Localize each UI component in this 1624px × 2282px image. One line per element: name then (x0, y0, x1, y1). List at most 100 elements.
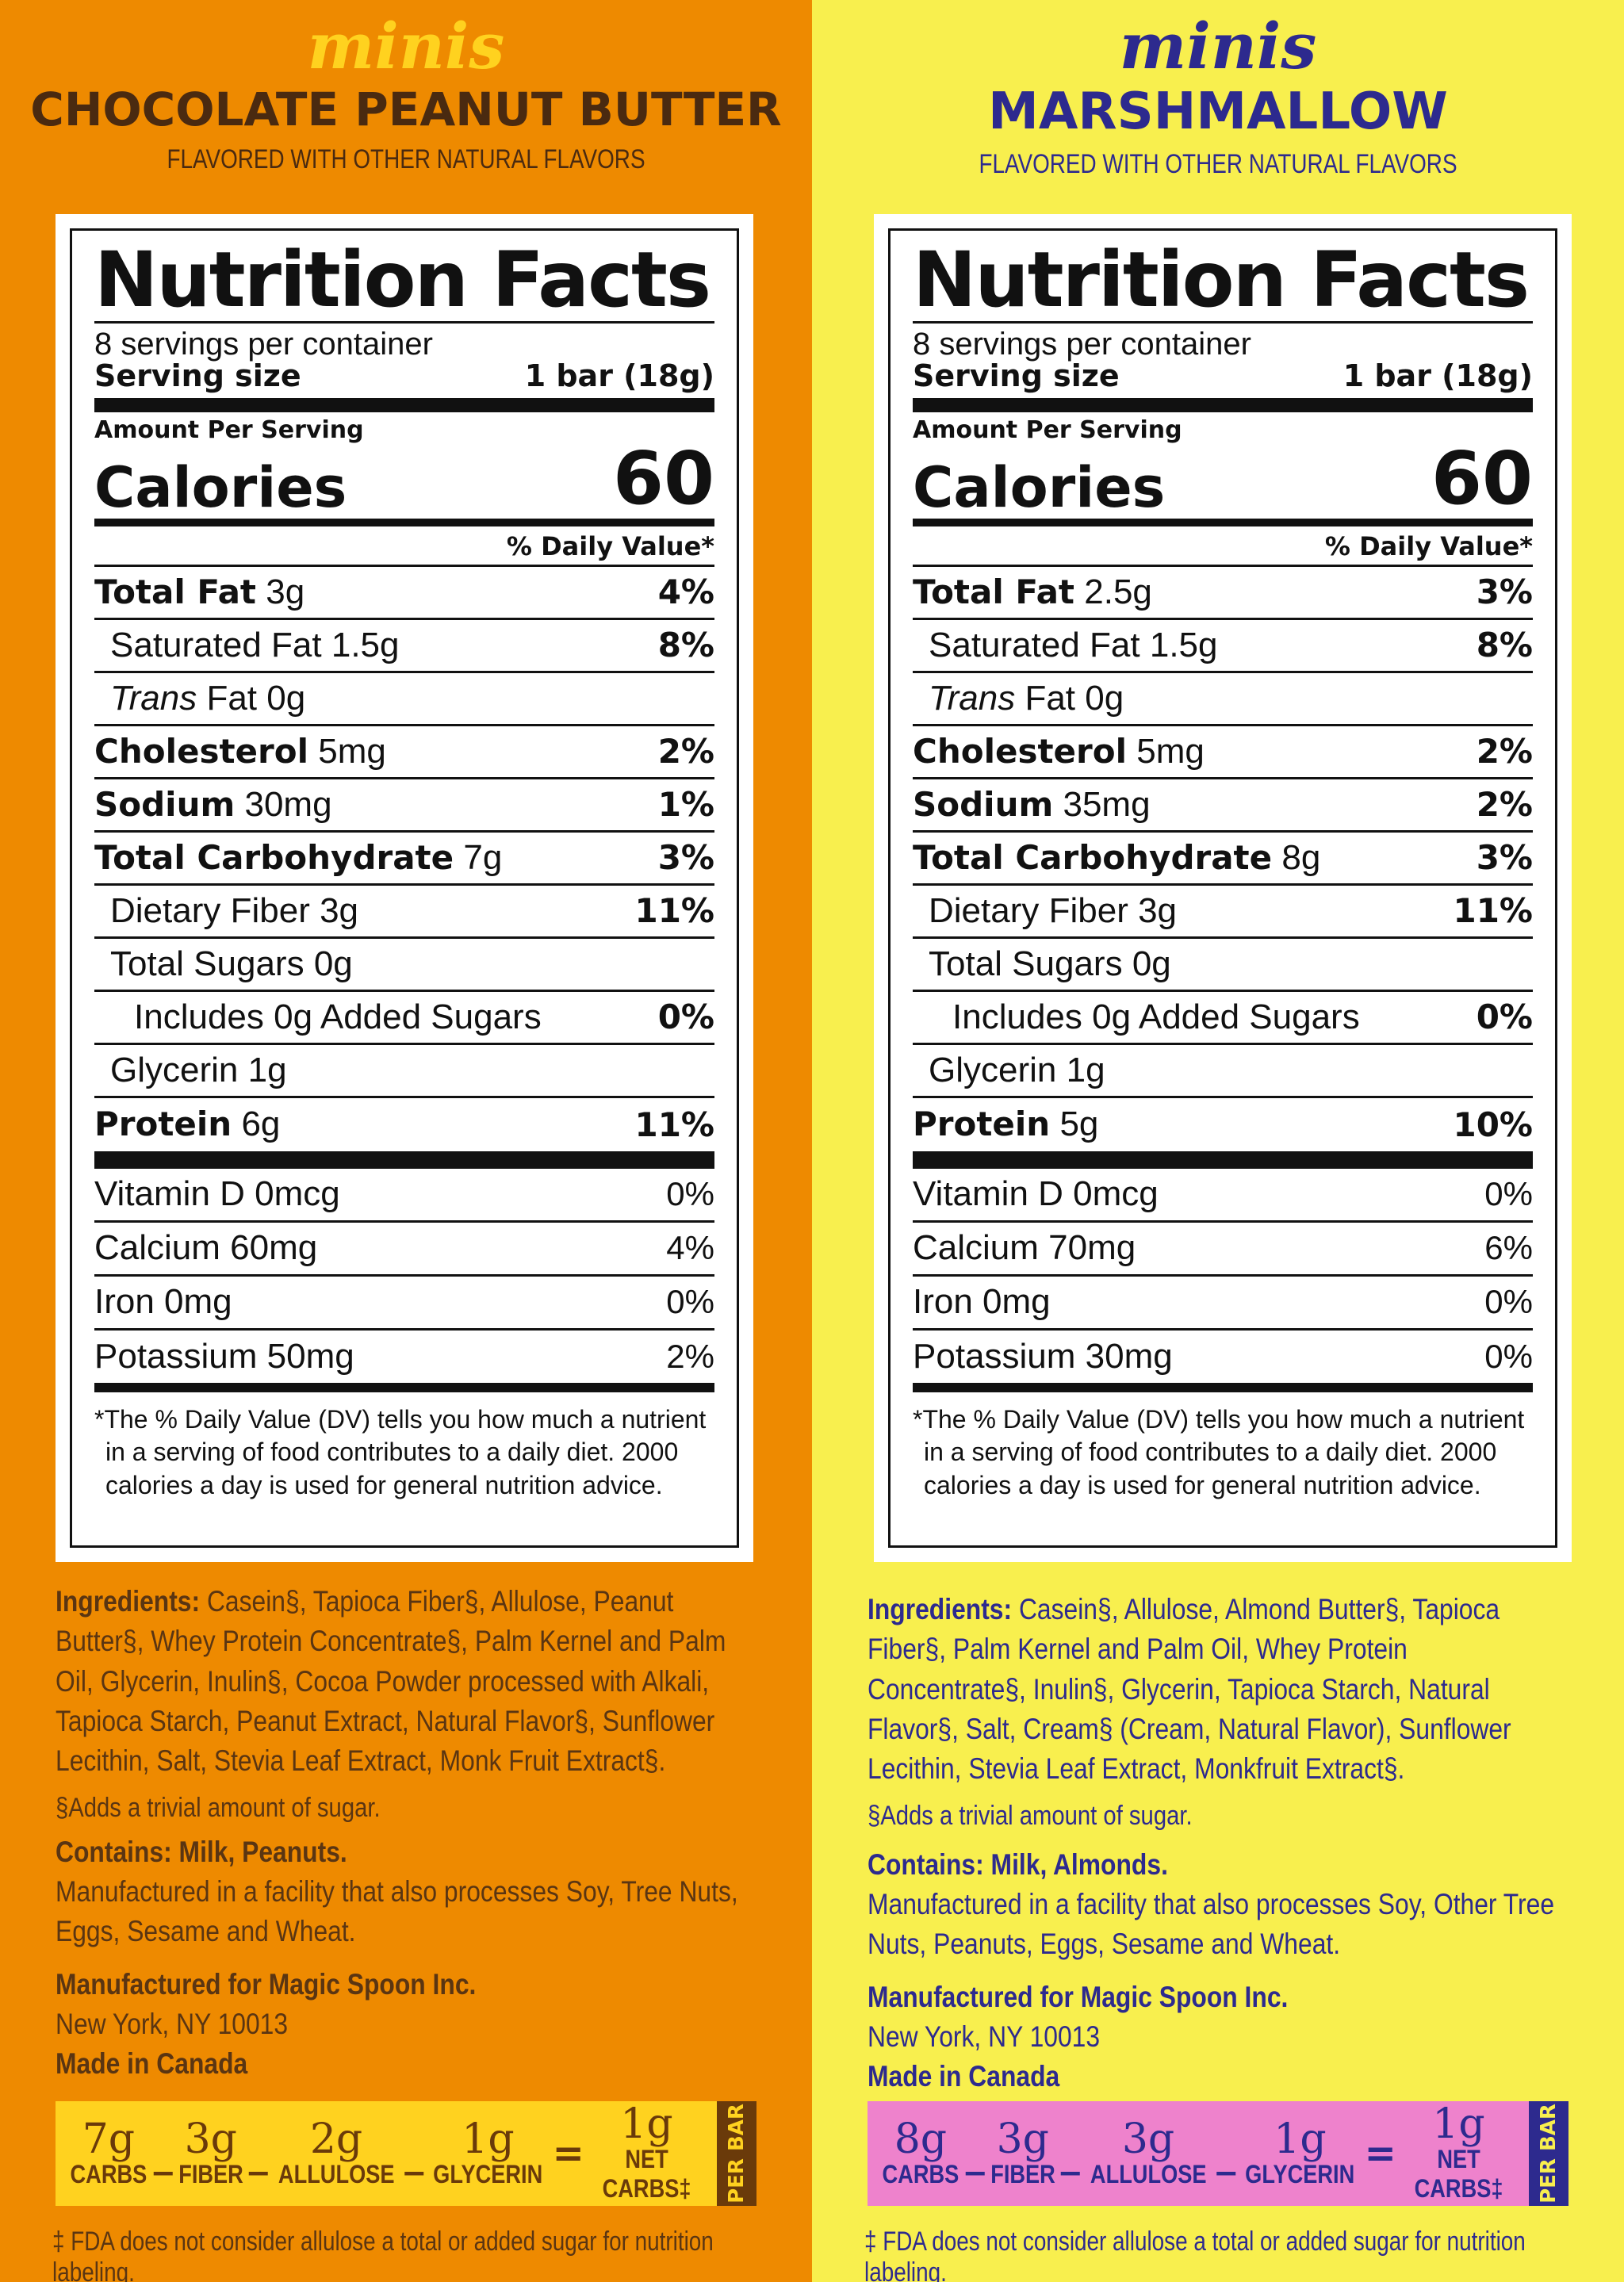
nutrient-row-total-carbohydrate: Total Carbohydrate 7g 3% (94, 833, 714, 886)
nutrient-name: Total Carbohydrate (913, 837, 1273, 877)
nutrient-name: Glycerin (929, 1050, 1057, 1089)
minus-sign: _ (965, 2131, 985, 2176)
calories-label: Calories (94, 454, 347, 520)
nutrient-pct: 0% (657, 997, 714, 1037)
vitamin-row: Potassium 30mg 0% (913, 1331, 1533, 1392)
vitamin-pct: 0% (1484, 1337, 1533, 1375)
carb-label: CARBS (70, 2159, 147, 2188)
carb-value: 7g (82, 2115, 136, 2163)
nutrient-amount: 35mg (1063, 784, 1151, 824)
carb-value: 3g (996, 2115, 1049, 2163)
footnote-line: calories a day is used for general nutri… (105, 1470, 663, 1499)
carb-value: 8g (894, 2115, 948, 2163)
carb-value: 1g (620, 2100, 673, 2148)
nutrient-row-added-sugars: Includes 0g Added Sugars 0% (913, 992, 1533, 1045)
divider-thick (94, 397, 714, 412)
nutrient-row-glycerin: Glycerin 1g (94, 1045, 714, 1098)
nutrient-row-added-sugars: Includes 0g Added Sugars 0% (94, 992, 714, 1045)
vitamin-row: Calcium 60mg 4% (94, 1223, 714, 1277)
nutrient-pct: 8% (1476, 626, 1533, 665)
servings-per-container: 8 servings per container (913, 327, 1251, 362)
made-in: Made in Canada (868, 2060, 1060, 2093)
nutrient-amount: 5mg (318, 731, 386, 771)
ingredients-label: Ingredients: (868, 1593, 1013, 1625)
nutrient-row-cholesterol: Cholesterol 5mg 2% (913, 726, 1533, 779)
nutrient-row-saturated-fat: Saturated Fat 1.5g 8% (913, 620, 1533, 673)
nutrient-amount: 7g (463, 837, 503, 877)
nutrient-name: Dietary Fiber (110, 890, 310, 930)
vitamin-pct: 0% (1484, 1175, 1533, 1213)
footnote-line: calories a day is used for general nutri… (924, 1470, 1481, 1499)
nutrient-row-total-carbohydrate: Total Carbohydrate 8g 3% (913, 833, 1533, 886)
trivial-sugar-note: §Adds a trivial amount of sugar. (56, 1792, 381, 1823)
vitamin-name: Vitamin D 0mcg (913, 1174, 1159, 1214)
panel-chocolate-peanut-butter: minis CHOCOLATE PEANUT BUTTER FLAVORED W… (0, 0, 812, 2282)
facility-statement: Manufactured in a facility that also pro… (868, 1888, 1555, 1961)
nutrient-name: Total Fat (94, 572, 257, 611)
nutrient-name: Dietary Fiber (929, 890, 1128, 930)
carb-item: 3g FIBER (985, 2119, 1061, 2189)
nutrient-row-total-sugars: Total Sugars 0g (913, 939, 1533, 992)
facility-statement: Manufactured in a facility that also pro… (56, 1875, 738, 1948)
vitamin-name: Potassium 50mg (94, 1336, 354, 1376)
nutrient-row-dietary-fiber: Dietary Fiber 3g 11% (94, 886, 714, 939)
flavored-subtitle: FLAVORED WITH OTHER NATURAL FLAVORS (167, 144, 645, 174)
vitamin-name: Potassium 30mg (913, 1336, 1173, 1376)
calories-value: 60 (612, 435, 714, 521)
manufactured-for: Manufactured for Magic Spoon Inc. (56, 1967, 477, 2001)
nutrient-row-sodium: Sodium 35mg 2% (913, 779, 1533, 833)
nutrient-amount: 1g (247, 1050, 287, 1089)
fda-footnote: ‡ FDA does not consider allulose a total… (864, 2226, 1526, 2282)
nutrient-row-trans-fat: Trans Fat 0g (913, 673, 1533, 726)
nutrient-pct: 11% (634, 891, 714, 931)
per-bar-label: PER BAR (1537, 2104, 1561, 2204)
nutrient-pct: 3% (1476, 572, 1533, 612)
minis-logo: minis (1119, 9, 1317, 83)
carb-value: 3g (184, 2115, 237, 2163)
serving-size-label: Serving size (94, 358, 301, 393)
ingredients-block: Ingredients: Casein§, Allulose, Almond B… (868, 1590, 1573, 2097)
carb-item: 7g CARBS (63, 2119, 154, 2189)
carb-item: 1g GLYCERIN (1235, 2119, 1364, 2189)
net-carbs-equation: 8g CARBS _ 3g FIBER _ 3g ALLULOSE _ 1g GLYCE… (868, 2101, 1529, 2206)
ingredients-text: Ingredients: Casein§, Tapioca Fiber§, Al… (56, 1582, 758, 1782)
vitamin-name: Calcium 70mg (913, 1228, 1136, 1268)
nutrient-row-trans-fat: Trans Fat 0g (94, 673, 714, 726)
divider-medium (913, 518, 1533, 526)
divider-vitamins (913, 1151, 1533, 1169)
net-carbs-equation: 7g CARBS _ 3g FIBER _ 2g ALLULOSE _ 1g GLYCE… (56, 2101, 717, 2206)
fda-footnote: ‡ FDA does not consider allulose a total… (52, 2226, 714, 2282)
ingredients-block: Ingredients: Casein§, Tapioca Fiber§, Al… (56, 1582, 761, 2085)
footnote-line: *The % Daily Value (DV) tells you how mu… (94, 1404, 707, 1434)
nutrient-amount: 8g (1281, 837, 1321, 877)
manufactured-for: Manufactured for Magic Spoon Inc. (868, 1980, 1289, 2013)
ingredients-label: Ingredients: (56, 1585, 201, 1618)
calories-label: Calories (913, 454, 1166, 520)
calories-row: Calories 60 (913, 442, 1533, 515)
nutrient-row-dietary-fiber: Dietary Fiber 3g 11% (913, 886, 1533, 939)
flavored-subtitle: FLAVORED WITH OTHER NATURAL FLAVORS (979, 149, 1457, 179)
vitamin-pct: 6% (1484, 1229, 1533, 1267)
vitamin-pct: 2% (666, 1337, 714, 1375)
carb-item: 2g ALLULOSE (268, 2119, 404, 2189)
nutrient-name: Protein (913, 1105, 1051, 1144)
vitamin-row: Calcium 70mg 6% (913, 1223, 1533, 1277)
nutrient-pct: 10% (1453, 1105, 1533, 1144)
carb-value: 2g (309, 2115, 363, 2163)
carb-label: CARBS (882, 2159, 959, 2188)
nutrient-row-sodium: Sodium 30mg 1% (94, 779, 714, 833)
nutrient-row-total-sugars: Total Sugars 0g (94, 939, 714, 992)
trivial-sugar-note: §Adds a trivial amount of sugar. (868, 1800, 1193, 1831)
nutrient-pct: 2% (1476, 785, 1533, 825)
daily-value-header: % Daily Value* (913, 526, 1533, 567)
carb-label: GLYCERIN (433, 2159, 543, 2188)
per-bar-tag: PER BAR (717, 2101, 756, 2206)
divider-thick (913, 397, 1533, 412)
vitamin-row: Potassium 50mg 2% (94, 1331, 714, 1392)
nutrient-name: Includes 0g Added Sugars (134, 997, 542, 1036)
nutrient-amount: 6g (241, 1105, 281, 1144)
vitamin-name: Vitamin D 0mcg (94, 1174, 340, 1214)
serving-size-row: Serving size 1 bar (18g) (94, 358, 714, 393)
nutrient-amount: 0g (313, 944, 353, 983)
